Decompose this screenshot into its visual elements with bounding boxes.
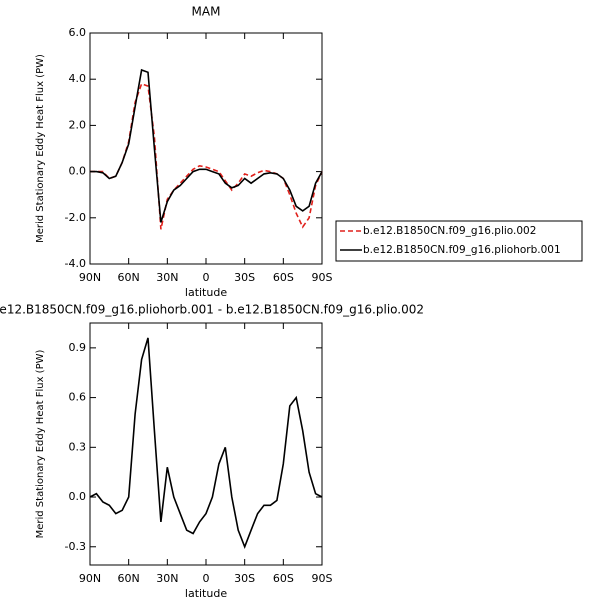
- y-tick-label: -4.0: [65, 257, 86, 270]
- plot-frame: [89, 32, 323, 265]
- y-axis-label: Merid Stationary Eddy Heat Flux (PW): [35, 54, 46, 243]
- x-tick-label: 90S: [312, 572, 333, 585]
- y-tick-label: 0.0: [69, 490, 87, 503]
- legend-label: b.e12.B1850CN.f09_g16.plio.002: [363, 225, 536, 237]
- x-tick-label: 0: [203, 271, 210, 284]
- x-tick-label: 30S: [234, 572, 255, 585]
- x-axis-label: latitude: [185, 587, 227, 600]
- x-tick-label: 30N: [156, 572, 178, 585]
- legend-box: [335, 220, 583, 262]
- data-line: [90, 68, 323, 223]
- x-tick-label: 60S: [273, 271, 294, 284]
- y-tick-label: 4.0: [69, 72, 87, 85]
- x-tick-label: 60S: [273, 572, 294, 585]
- y-tick-label: 6.0: [69, 26, 87, 39]
- legend-label: b.e12.B1850CN.f09_g16.pliohorb.001: [363, 244, 561, 256]
- x-tick-label: 90N: [79, 572, 101, 585]
- x-tick-label: 30S: [234, 271, 255, 284]
- y-tick-label: -2.0: [65, 211, 86, 224]
- y-axis-label: Merid Stationary Eddy Heat Flux (PW): [35, 350, 46, 539]
- x-axis-label: latitude: [185, 286, 227, 299]
- y-tick-label: 0.0: [69, 165, 87, 178]
- x-tick-label: 0: [203, 572, 210, 585]
- x-tick-label: 30N: [156, 271, 178, 284]
- x-tick-label: 90S: [312, 271, 333, 284]
- x-tick-label: 90N: [79, 271, 101, 284]
- y-tick-label: 0.9: [69, 341, 87, 354]
- x-tick-label: 60N: [118, 271, 140, 284]
- y-tick-label: 0.6: [69, 391, 87, 404]
- chart-title: MAM: [192, 5, 221, 19]
- plot-frame: [89, 322, 323, 566]
- y-tick-label: 0.3: [69, 440, 87, 453]
- chart-title: b.e12.B1850CN.f09_g16.pliohorb.001 - b.e…: [0, 303, 424, 317]
- data-line: [89, 337, 323, 550]
- x-tick-label: 60N: [118, 572, 140, 585]
- y-tick-label: 2.0: [69, 118, 87, 131]
- y-tick-label: -0.3: [65, 540, 86, 553]
